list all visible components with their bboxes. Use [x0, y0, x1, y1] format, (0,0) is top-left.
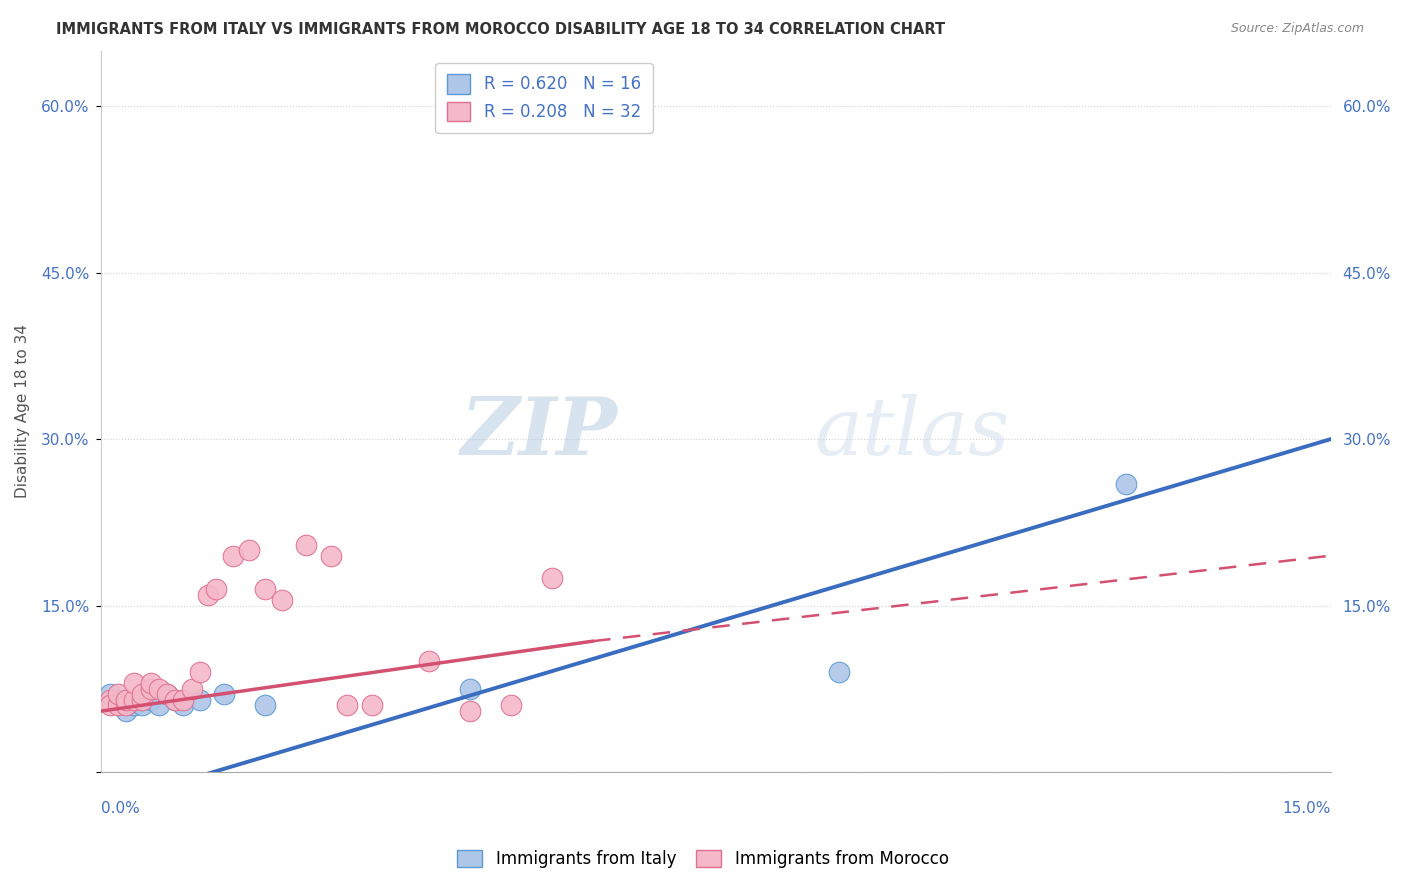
- Point: [254, 582, 277, 596]
- Point: [156, 687, 179, 701]
- Text: IMMIGRANTS FROM ITALY VS IMMIGRANTS FROM MOROCCO DISABILITY AGE 18 TO 34 CORRELA: IMMIGRANTS FROM ITALY VS IMMIGRANTS FROM…: [56, 22, 945, 37]
- Legend: R = 0.620   N = 16, R = 0.208   N = 32: R = 0.620 N = 16, R = 0.208 N = 32: [436, 62, 652, 133]
- Point: [172, 698, 194, 713]
- Point: [360, 698, 382, 713]
- Text: 15.0%: 15.0%: [1282, 801, 1330, 816]
- Point: [165, 693, 187, 707]
- Point: [156, 687, 179, 701]
- Point: [107, 693, 129, 707]
- Point: [148, 698, 170, 713]
- Point: [828, 665, 851, 680]
- Point: [139, 676, 162, 690]
- Text: Source: ZipAtlas.com: Source: ZipAtlas.com: [1230, 22, 1364, 36]
- Point: [336, 698, 359, 713]
- Point: [541, 571, 564, 585]
- Point: [458, 704, 481, 718]
- Point: [418, 654, 440, 668]
- Text: atlas: atlas: [814, 394, 1010, 472]
- Point: [1115, 476, 1137, 491]
- Point: [115, 704, 138, 718]
- Point: [270, 593, 292, 607]
- Point: [197, 587, 219, 601]
- Point: [148, 681, 170, 696]
- Point: [107, 698, 129, 713]
- Point: [205, 582, 228, 596]
- Point: [501, 698, 523, 713]
- Y-axis label: Disability Age 18 to 34: Disability Age 18 to 34: [15, 325, 30, 499]
- Point: [188, 665, 211, 680]
- Point: [295, 537, 318, 551]
- Point: [180, 681, 202, 696]
- Point: [115, 693, 138, 707]
- Point: [172, 693, 194, 707]
- Legend: Immigrants from Italy, Immigrants from Morocco: Immigrants from Italy, Immigrants from M…: [451, 843, 955, 875]
- Point: [122, 693, 145, 707]
- Point: [98, 693, 121, 707]
- Point: [458, 681, 481, 696]
- Point: [122, 676, 145, 690]
- Point: [238, 543, 260, 558]
- Point: [188, 693, 211, 707]
- Text: 0.0%: 0.0%: [101, 801, 141, 816]
- Point: [115, 698, 138, 713]
- Point: [131, 698, 153, 713]
- Point: [319, 549, 342, 563]
- Point: [139, 693, 162, 707]
- Point: [107, 687, 129, 701]
- Point: [131, 687, 153, 701]
- Point: [122, 698, 145, 713]
- Point: [139, 681, 162, 696]
- Point: [254, 698, 277, 713]
- Point: [98, 687, 121, 701]
- Point: [98, 698, 121, 713]
- Point: [221, 549, 243, 563]
- Point: [165, 693, 187, 707]
- Text: ZIP: ZIP: [461, 394, 617, 472]
- Point: [214, 687, 236, 701]
- Point: [131, 693, 153, 707]
